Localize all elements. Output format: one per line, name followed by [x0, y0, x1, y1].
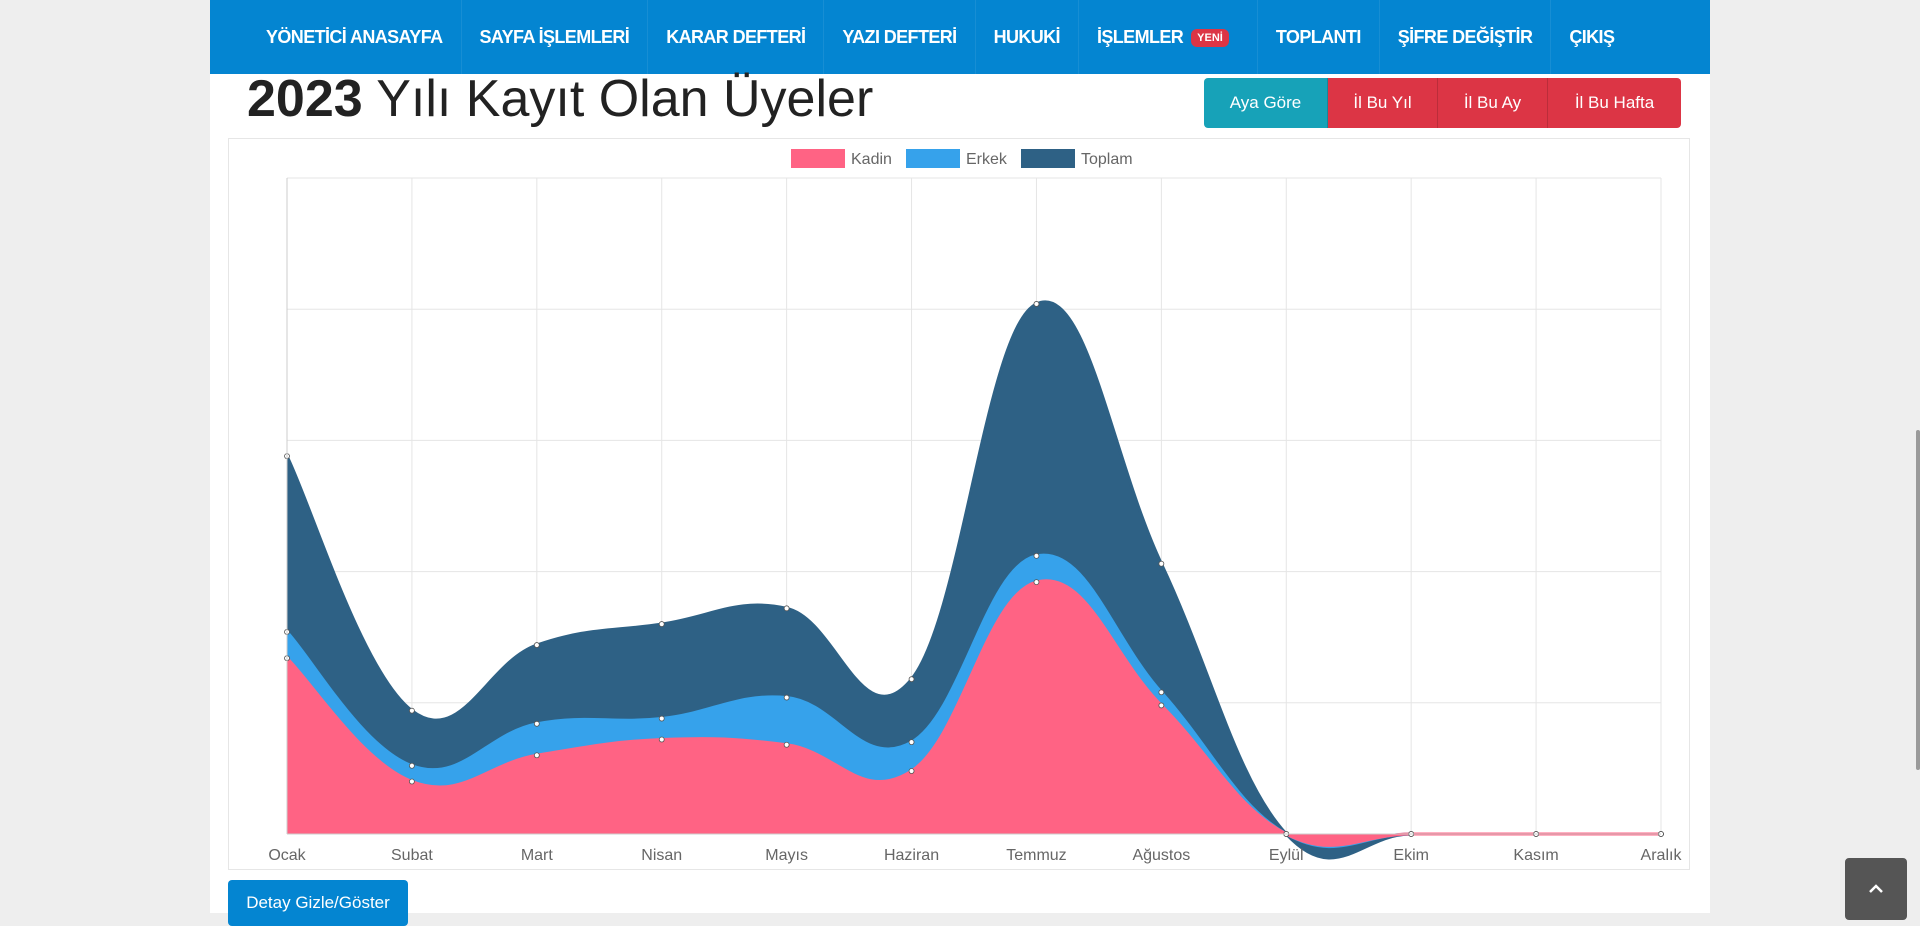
- nav-operations-label: İŞLEMLER: [1096, 27, 1184, 47]
- nav-page-operations[interactable]: SAYFA İŞLEMLERİ: [462, 0, 649, 74]
- nav-change-password-label: ŞİFRE DEĞİŞTİR: [1397, 27, 1533, 47]
- nav-decision-book-label: KARAR DEFTERİ: [666, 27, 806, 47]
- nav-admin-home-label: YÖNETİCİ ANASAYFA: [266, 27, 443, 47]
- legend-swatch: [1021, 149, 1075, 168]
- x-tick-label: Aralık: [1641, 847, 1683, 864]
- page-title-text: Yılı Kayıt Olan Üyeler: [362, 70, 874, 128]
- nav-correspondence-book[interactable]: YAZI DEFTERİ: [824, 0, 976, 74]
- chart-container: Ocak Subat Mart Nisan Mayıs Haziran Temmuz Ağus…: [228, 138, 1690, 870]
- page-title: 2023 Yılı Kayıt Olan Üyeler: [247, 66, 873, 132]
- x-tick-label: Ağustos: [1132, 847, 1190, 864]
- by-month-button[interactable]: Aya Göre: [1204, 78, 1328, 128]
- new-badge: YENİ: [1191, 29, 1229, 47]
- x-tick-label: Kasım: [1513, 847, 1558, 864]
- page-title-year: 2023: [247, 70, 363, 128]
- members-area-chart: Ocak Subat Mart Nisan Mayıs Haziran Temmuz Ağus…: [268, 149, 1683, 864]
- data-point-kadin: [1158, 702, 1165, 709]
- legend-swatch: [791, 149, 845, 168]
- nav-logout-label: ÇIKIŞ: [1569, 27, 1615, 47]
- data-point-kadin: [658, 736, 665, 743]
- x-tick-label: Mart: [521, 847, 554, 864]
- data-point-toplam: [783, 605, 790, 612]
- nav-admin-home[interactable]: YÖNETİCİ ANASAYFA: [248, 0, 462, 74]
- data-point-kadin: [783, 741, 790, 748]
- data-point-kadin: [1033, 579, 1040, 585]
- data-point-kadin: [533, 752, 540, 759]
- data-point-erkek: [783, 694, 790, 701]
- data-point-toplam: [1158, 560, 1165, 567]
- x-tick-label: Ocak: [268, 847, 306, 864]
- data-point-erkek: [908, 739, 915, 746]
- x-tick-label: Nisan: [641, 847, 682, 864]
- data-point-erkek: [1158, 689, 1165, 696]
- series-area-kadin: [287, 580, 1661, 846]
- nav-decision-book[interactable]: KARAR DEFTERİ: [648, 0, 825, 74]
- x-tick-label: Ekim: [1393, 847, 1429, 864]
- data-point-toplam: [409, 707, 415, 714]
- series-line-toplam: [285, 300, 1661, 860]
- data-point-toplam: [533, 642, 540, 648]
- scroll-to-top-button[interactable]: [1845, 858, 1907, 920]
- detail-toggle-button[interactable]: Detay Gizle/Göster: [228, 880, 408, 926]
- filter-button-group: Aya Göre İl Bu Yıl İl Bu Ay İl Bu Hafta: [1204, 78, 1681, 128]
- this-month-button[interactable]: İl Bu Ay: [1438, 78, 1548, 128]
- legend-label: Kadin: [851, 151, 892, 168]
- chevron-up-icon: [1869, 884, 1883, 893]
- legend-label: Erkek: [966, 151, 1008, 168]
- nav-meeting-label: TOPLANTI: [1275, 27, 1361, 47]
- scrollbar-thumb[interactable]: [1916, 430, 1920, 770]
- nav-meeting[interactable]: TOPLANTI: [1258, 0, 1380, 74]
- data-point-toplam: [908, 676, 915, 683]
- nav-page-operations-label: SAYFA İŞLEMLERİ: [479, 27, 630, 47]
- data-point-erkek: [533, 720, 540, 727]
- x-tick-label: Eylül: [1269, 847, 1304, 864]
- data-point-erkek: [409, 762, 415, 769]
- this-week-button[interactable]: İl Bu Hafta: [1548, 78, 1681, 128]
- nav-legal-label: HUKUKİ: [993, 27, 1061, 47]
- this-year-button[interactable]: İl Bu Yıl: [1328, 78, 1438, 128]
- nav-logout[interactable]: ÇIKIŞ: [1551, 0, 1632, 74]
- top-navbar: YÖNETİCİ ANASAYFA SAYFA İŞLEMLERİ KARAR …: [210, 0, 1710, 74]
- page-container: YÖNETİCİ ANASAYFA SAYFA İŞLEMLERİ KARAR …: [210, 0, 1710, 926]
- x-tick-label: Haziran: [884, 847, 939, 864]
- x-tick-label: Subat: [391, 847, 433, 864]
- nav-change-password[interactable]: ŞİFRE DEĞİŞTİR: [1380, 0, 1552, 74]
- x-tick-label: Mayıs: [765, 847, 808, 864]
- data-point-kadin: [908, 768, 915, 774]
- nav-correspondence-book-label: YAZI DEFTERİ: [842, 27, 957, 47]
- data-point-kadin: [409, 778, 415, 785]
- data-point-toplam: [658, 621, 665, 627]
- data-point-erkek: [658, 715, 665, 722]
- data-point-toplam: [1033, 301, 1040, 307]
- legend-swatch: [906, 149, 960, 168]
- x-tick-label: Temmuz: [1006, 847, 1066, 864]
- nav-legal[interactable]: HUKUKİ: [976, 0, 1079, 74]
- nav-operations[interactable]: İŞLEMLER YENİ: [1079, 0, 1258, 74]
- data-point-erkek: [1033, 552, 1040, 559]
- legend-label: Toplam: [1081, 151, 1133, 168]
